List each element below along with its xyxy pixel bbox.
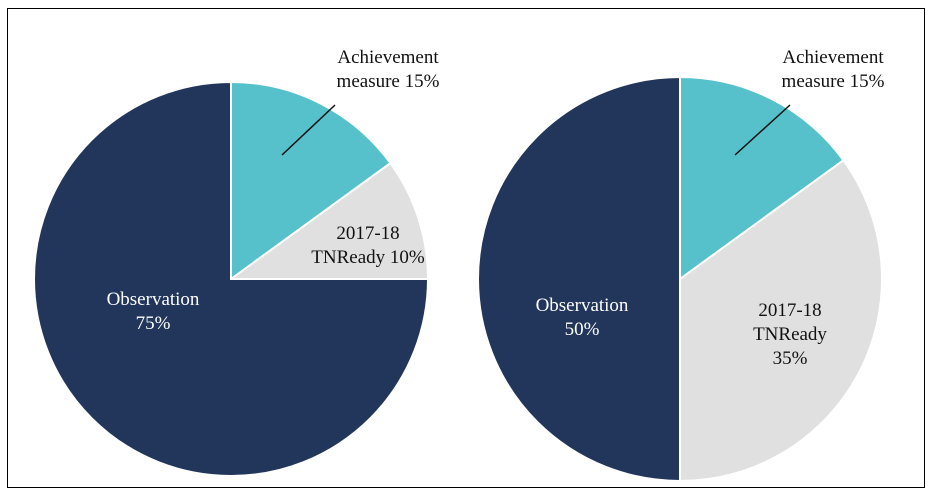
slice-label: Achievement measure 15% <box>318 46 458 94</box>
slice-category: Observation <box>535 295 629 316</box>
slice-category: Achievement measure <box>781 47 884 92</box>
slice-label: Observation 50% <box>517 294 647 342</box>
pie-slice <box>230 80 392 281</box>
pie-slice <box>679 158 883 483</box>
slice-label: 2017-18 TNReady 10% <box>303 222 433 270</box>
slice-category: Achievement measure <box>336 47 439 92</box>
slice-category: 2017-18 TNReady <box>311 223 400 268</box>
slice-value: 75% <box>135 313 171 334</box>
pie-slice <box>33 80 430 477</box>
slice-category: Observation <box>106 289 200 310</box>
slice-label: Observation 75% <box>88 288 218 336</box>
slice-category: 2017-18 TNReady <box>753 300 827 345</box>
slice-value: 15% <box>404 71 440 92</box>
leader-line <box>281 104 336 156</box>
pie-slice <box>679 75 845 281</box>
pie-slice <box>227 161 430 280</box>
slice-label: Achievement measure 15% <box>763 46 903 94</box>
slice-value: 50% <box>564 319 600 340</box>
slice-value: 35% <box>772 348 808 369</box>
frame <box>7 8 925 488</box>
slice-value: 10% <box>389 247 425 268</box>
slice-value: 15% <box>849 71 885 92</box>
leader-line <box>734 104 791 156</box>
slice-label: 2017-18 TNReady 35% <box>745 299 835 371</box>
pie-slice <box>477 75 681 483</box>
